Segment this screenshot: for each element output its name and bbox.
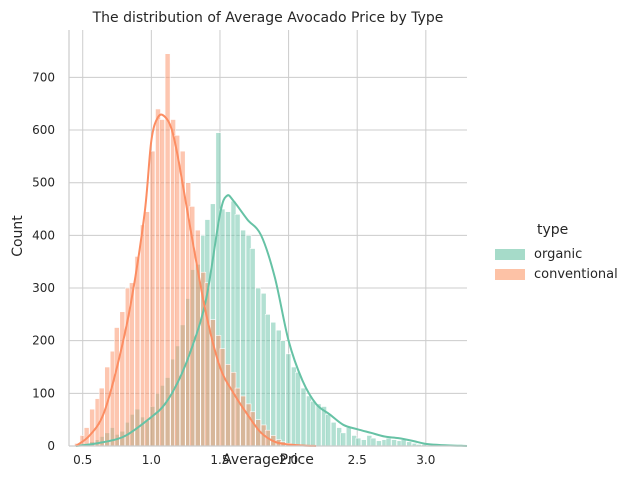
legend-swatch-conventional xyxy=(495,268,525,280)
legend-item-organic: organic xyxy=(495,244,618,264)
kde-line-conventional xyxy=(75,113,317,447)
histogram-bar-conventional xyxy=(89,408,95,447)
kde-curves xyxy=(75,113,468,447)
legend-swatch-organic xyxy=(495,248,525,260)
histogram-bar-organic xyxy=(391,439,397,447)
histogram-bar-conventional xyxy=(164,53,171,447)
histogram-bar-conventional xyxy=(113,327,120,447)
histogram-bar-organic xyxy=(355,437,362,447)
legend-label-conventional: conventional xyxy=(534,266,618,282)
histogram-bar-organic xyxy=(406,441,412,447)
chart-title: The distribution of Average Avocado Pric… xyxy=(92,10,444,26)
x-tick-label: 2.0 xyxy=(279,453,298,467)
x-axis-label: AveragePrice xyxy=(222,452,314,468)
y-tick-label: 0 xyxy=(47,439,55,453)
legend: type organic conventional xyxy=(495,222,618,284)
histogram-bar-conventional xyxy=(249,411,256,447)
x-tick-label: 1.0 xyxy=(142,453,161,467)
histogram-bar-conventional xyxy=(174,135,181,447)
histogram-bar-organic xyxy=(330,422,337,447)
legend-title: type xyxy=(537,222,569,238)
histogram-bar-conventional xyxy=(159,119,165,447)
histogram-bar-organic xyxy=(295,371,301,447)
legend-item-conventional: conventional xyxy=(495,264,618,284)
histogram-bar-conventional xyxy=(219,348,226,447)
histogram-bars xyxy=(74,53,448,447)
y-tick-label: 600 xyxy=(32,123,55,137)
histogram-bar-conventional xyxy=(144,211,150,447)
x-tick-label: 2.5 xyxy=(348,453,367,467)
histogram-bar-organic xyxy=(345,427,352,447)
x-tick-label: 0.5 xyxy=(73,453,92,467)
y-tick-label: 200 xyxy=(32,334,55,348)
histogram-bar-organic xyxy=(361,439,367,447)
grid xyxy=(69,30,467,447)
histogram-bar-conventional xyxy=(240,395,246,447)
histogram-bar-organic xyxy=(376,440,382,447)
y-tick-label: 700 xyxy=(32,70,55,84)
kde-line-organic xyxy=(75,194,468,447)
histogram-bar-organic xyxy=(300,387,307,447)
x-tick-label: 3.0 xyxy=(416,453,435,467)
histogram-bar-organic xyxy=(280,340,286,447)
axes xyxy=(68,30,467,447)
histogram-bar-conventional xyxy=(119,311,126,447)
legend-label-organic: organic xyxy=(534,246,583,262)
histogram-bar-conventional xyxy=(149,150,156,447)
histogram-bar-organic xyxy=(315,403,322,447)
histogram-bar-organic xyxy=(285,353,292,447)
histogram-bar-conventional xyxy=(134,256,141,447)
y-tick-label: 500 xyxy=(32,176,55,190)
tick-labels: 0.5 1.0 1.5 2.0 2.5 3.0 0 100 200 300 400 500 600 700 xyxy=(32,70,435,467)
histogram-bar-organic xyxy=(400,439,407,447)
histogram-bar-organic xyxy=(340,432,347,447)
y-axis-label: Count xyxy=(10,215,26,257)
histogram-bar-organic xyxy=(270,321,277,447)
y-tick-label: 400 xyxy=(32,228,55,242)
histogram-bar-organic xyxy=(310,400,316,447)
histogram-bar-conventional xyxy=(225,364,231,447)
histogram-bar-organic xyxy=(385,437,392,447)
y-tick-label: 300 xyxy=(32,281,55,295)
y-tick-label: 100 xyxy=(32,386,55,400)
histogram-bar-organic xyxy=(370,437,377,447)
histogram-bar-organic xyxy=(325,414,331,447)
x-tick-label: 1.5 xyxy=(210,453,229,467)
